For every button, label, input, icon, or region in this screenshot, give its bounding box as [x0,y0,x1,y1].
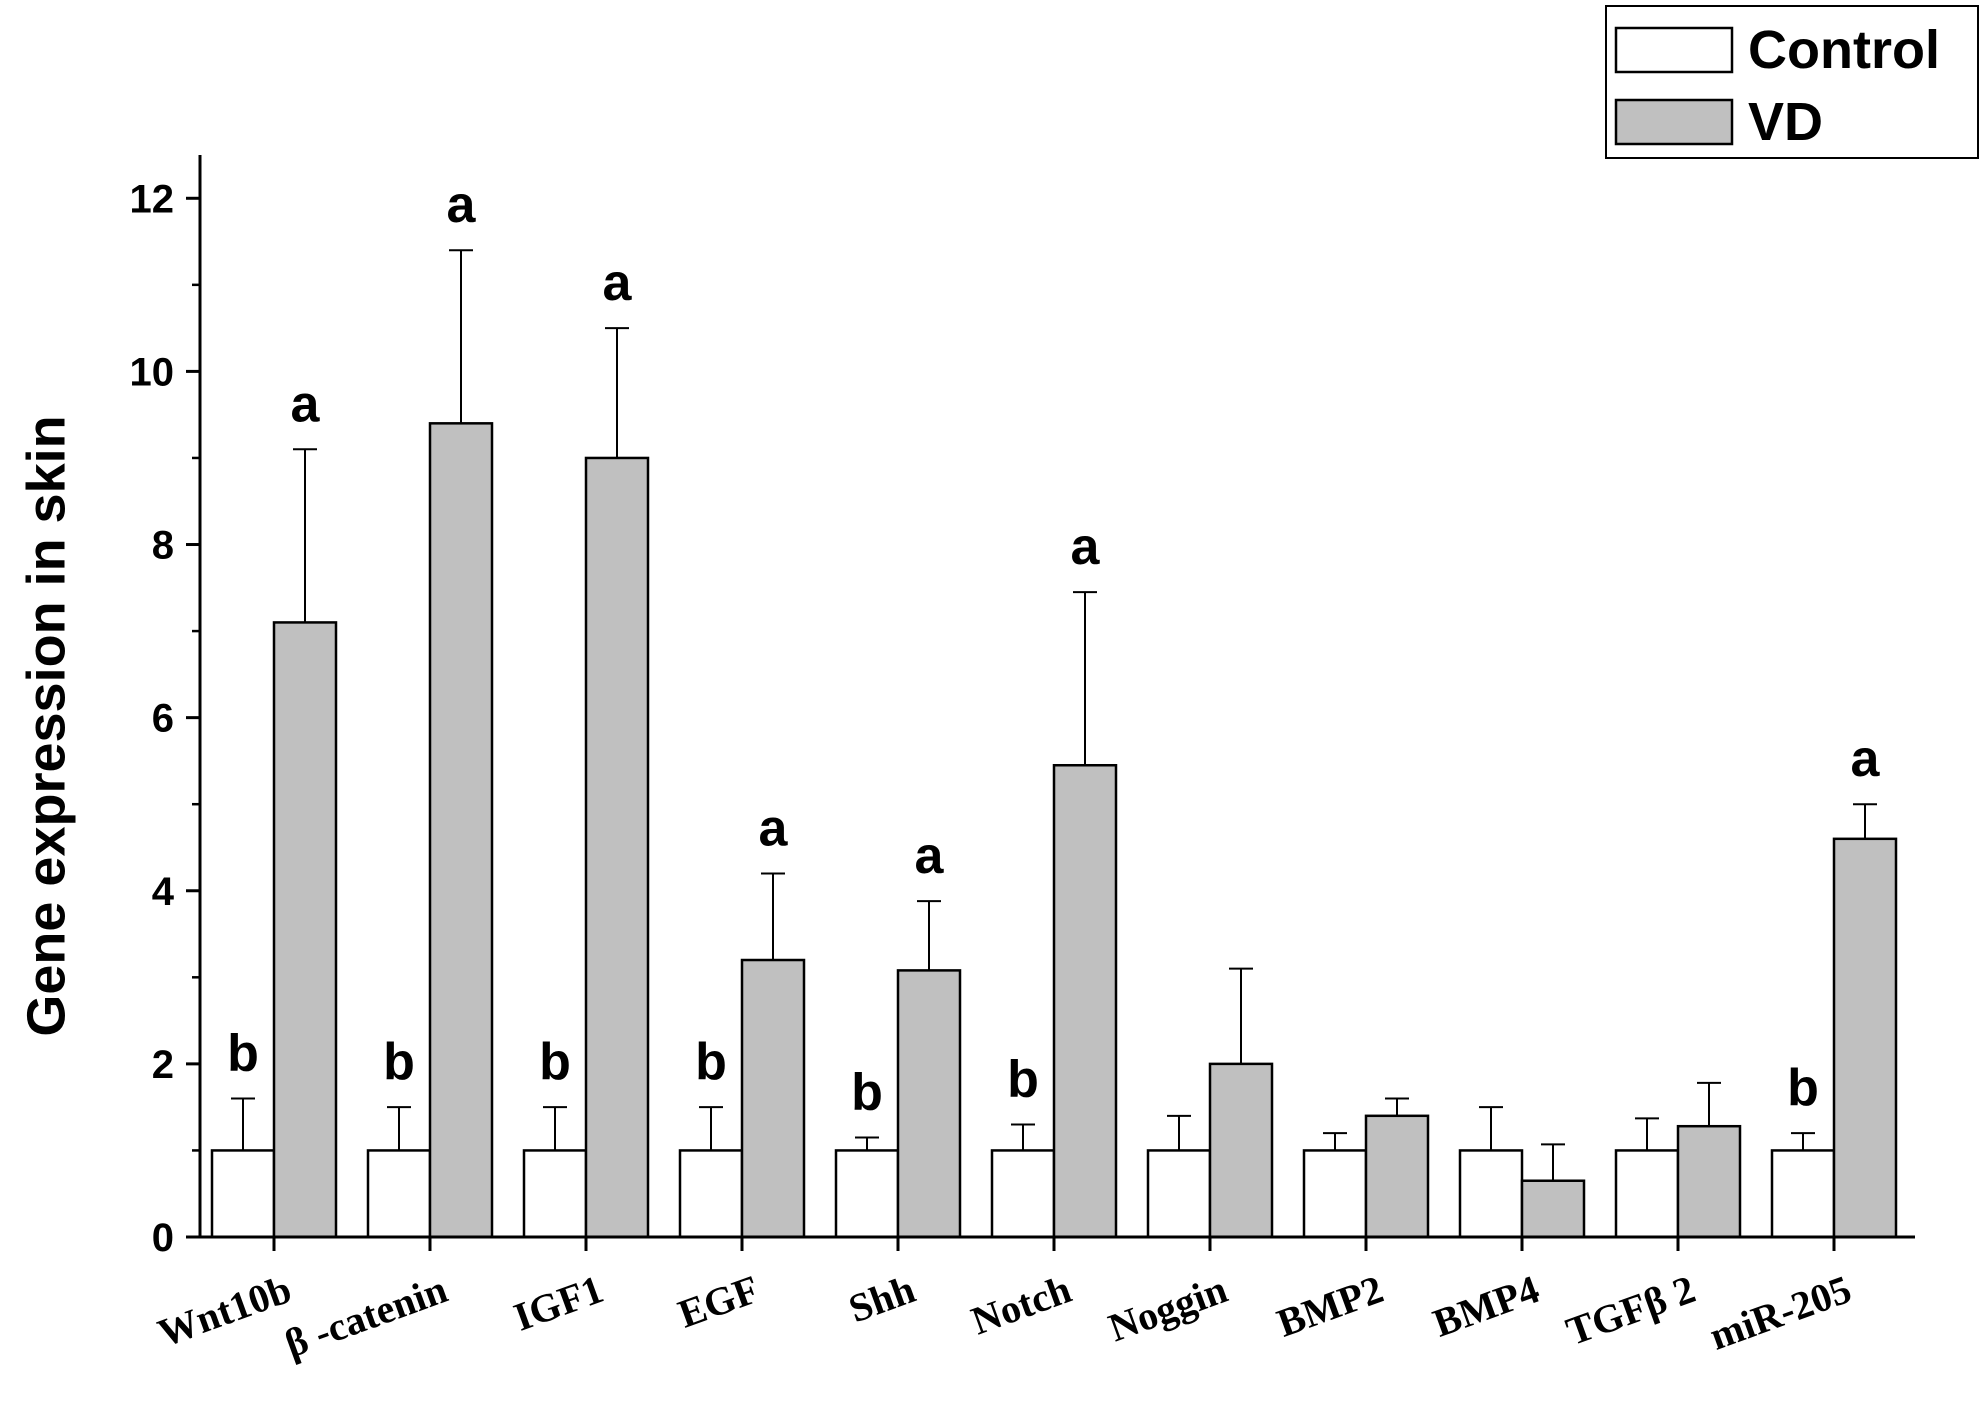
y-tick-label: 12 [130,177,175,221]
y-axis-ticks: 0 2 4 6 8 10 12 [130,177,200,1260]
bar-vd-catenin [428,422,494,1239]
sig-label-control-wnt10b: b [227,1025,259,1083]
bar-control-noggin [1146,1149,1212,1239]
x-tick-label-tgf-2: TGFβ 2 [1560,1266,1701,1354]
bar-control-tgf-2 [1614,1149,1680,1239]
y-tick-label: 10 [130,350,175,394]
x-tick-label-egf: EGF [672,1266,765,1336]
bar-vd-bmp2 [1364,1114,1430,1239]
y-axis-title: Gene expression in skin [16,415,76,1036]
sig-label-control-notch: b [1007,1050,1039,1108]
sig-label-vd-notch: a [1071,518,1101,576]
bar-vd-wnt10b [272,621,338,1239]
y-tick-label: 8 [152,524,174,568]
sig-label-control-catenin: b [383,1033,415,1091]
x-tick-label-wnt10b: Wnt10b [152,1266,297,1355]
y-tick-label: 6 [152,697,174,741]
bars-layer [210,422,1898,1239]
bar-control-shh [834,1149,900,1239]
bar-vd-noggin [1208,1062,1274,1239]
x-tick-label-bmp2: BMP2 [1271,1266,1389,1346]
axes-layer [198,155,1915,1239]
bar-control-bmp2 [1302,1149,1368,1239]
sig-label-control-shh: b [851,1063,883,1121]
bar-vd-shh [896,969,962,1239]
bar-control-egf [678,1149,744,1239]
legend-label-vd: VD [1748,92,1823,152]
sig-label-vd-wnt10b: a [291,375,321,433]
legend-label-control: Control [1748,20,1940,80]
sig-label-vd-igf1: a [603,254,633,312]
bar-control-mir-205 [1770,1149,1836,1239]
y-tick-label: 0 [152,1216,174,1260]
bar-control-bmp4 [1458,1149,1524,1239]
x-tick-label-bmp4: BMP4 [1427,1266,1545,1346]
x-tick-label-igf1: IGF1 [508,1266,609,1339]
x-tick-label-notch: Notch [965,1266,1076,1343]
bar-vd-bmp4 [1520,1179,1586,1239]
x-tick-label-noggin: Noggin [1103,1266,1233,1350]
sig-label-control-igf1: b [539,1033,571,1091]
bar-control-wnt10b [210,1149,276,1239]
significance-labels-layer: b a b a b a b a b a b a b a [227,176,1880,1121]
x-tick-label-shh: Shh [843,1266,921,1331]
bar-vd-notch [1052,763,1118,1239]
bar-vd-mir-205 [1832,837,1898,1239]
bar-vd-tgf-2 [1676,1124,1742,1239]
bar-control-igf1 [522,1149,588,1239]
bar-vd-egf [740,958,806,1239]
y-tick-label: 4 [152,870,175,914]
y-tick-label: 2 [152,1043,174,1087]
sig-label-vd-catenin: a [447,176,477,234]
sig-label-vd-egf: a [759,799,789,857]
bar-control-catenin [366,1149,432,1239]
error-bars-layer [231,249,1877,1181]
x-tick-label-mir-205: miR-205 [1704,1266,1857,1358]
x-tick-label-catenin: β -catenin [279,1266,453,1366]
sig-label-vd-shh: a [915,827,945,885]
sig-label-control-mir-205: b [1787,1059,1819,1117]
bar-control-notch [990,1149,1056,1239]
sig-label-control-egf: b [695,1033,727,1091]
legend: Control VD [1605,5,1979,159]
sig-label-vd-mir-205: a [1851,730,1881,788]
legend-swatch-vd [1614,98,1734,146]
legend-swatch-control [1614,26,1734,74]
bar-vd-igf1 [584,456,650,1239]
